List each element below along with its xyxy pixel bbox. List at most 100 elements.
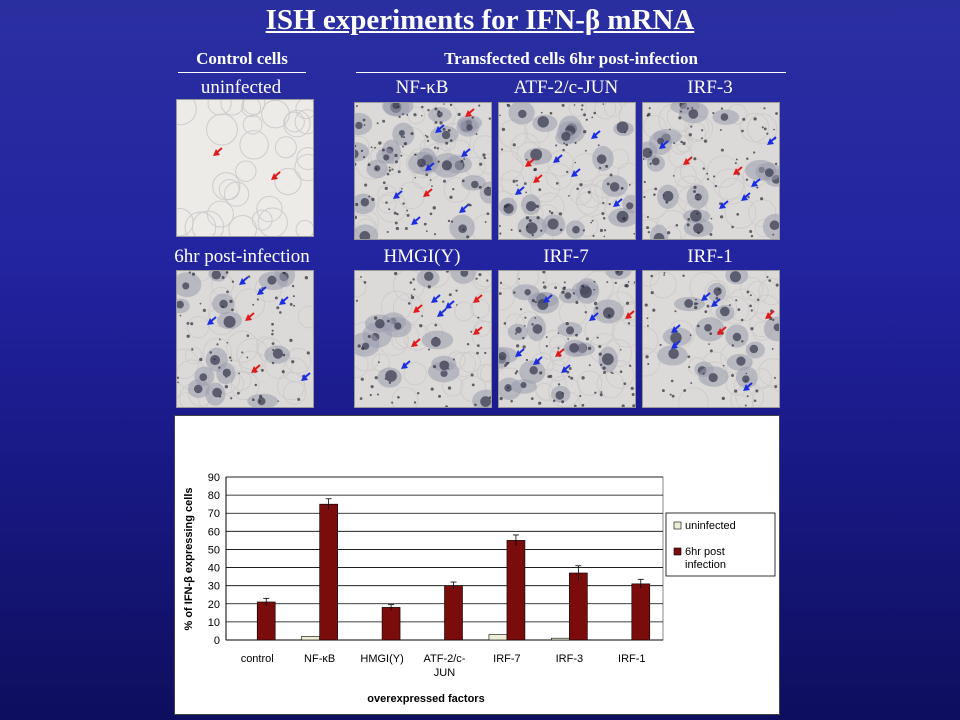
- y-tick-label: 70: [208, 508, 220, 520]
- bar-6hr-post-infection: [569, 572, 588, 641]
- x-tick-label: control: [241, 653, 274, 665]
- red-arrow-icon: [555, 348, 565, 357]
- bar-6hr-post-infection: [256, 601, 276, 641]
- micrograph-image: [643, 103, 779, 239]
- micrograph-image: [643, 271, 779, 407]
- error-bar: [575, 565, 582, 581]
- bar-6hr-post-infection: [631, 583, 651, 641]
- bar-uninfected: [301, 636, 320, 641]
- micrograph-atf2-cjun: [498, 102, 636, 240]
- y-tick-label: 50: [208, 544, 220, 556]
- legend-label: 6hr post infection: [685, 546, 726, 571]
- red-arrow-icon: [271, 171, 281, 180]
- control-cells-header: Control cells: [196, 49, 288, 68]
- red-arrow-icon: [413, 304, 423, 313]
- y-axis-title: % of IFN-β expressing cells: [183, 487, 195, 630]
- y-tick-label: 20: [208, 599, 220, 611]
- red-arrow-icon: [525, 158, 535, 167]
- control-header-rule: [178, 72, 306, 73]
- error-bar: [388, 604, 395, 611]
- blue-arrow-icon: [515, 186, 525, 195]
- error-bar: [263, 597, 270, 606]
- error-bar: [637, 578, 644, 589]
- micrograph-irf7: [498, 270, 636, 408]
- label-nfkb: NF-κB: [395, 77, 449, 98]
- micrograph-image: [177, 100, 313, 236]
- micrograph-image: [177, 271, 313, 407]
- micrograph-image: [499, 103, 635, 239]
- red-arrow-icon: [411, 338, 421, 347]
- label-irf7: IRF-7: [543, 246, 589, 267]
- bar-6hr-post-infection: [444, 585, 463, 641]
- micrograph-image: [355, 103, 491, 239]
- blue-arrow-icon: [751, 178, 761, 187]
- y-tick-label: 90: [208, 472, 220, 484]
- transfected-cells-header: Transfected cells 6hr post-infection: [444, 49, 698, 68]
- red-arrow-icon: [423, 188, 433, 197]
- y-tick-label: 80: [208, 490, 220, 502]
- label-atf: ATF-2/c-JUN: [513, 77, 619, 98]
- blue-arrow-icon: [561, 364, 571, 373]
- red-arrow-icon: [683, 156, 693, 165]
- x-tick-label: HMGI(Y): [360, 653, 403, 665]
- bar-6hr-post-infection: [381, 607, 401, 641]
- blue-arrow-icon: [431, 294, 441, 303]
- slide-title: ISH experiments for IFN-β mRNA: [265, 4, 695, 36]
- micrograph-control-6hr: [176, 270, 314, 408]
- blue-arrow-icon: [425, 162, 435, 171]
- blue-arrow-icon: [719, 200, 729, 209]
- blue-arrow-icon: [533, 356, 543, 365]
- blue-arrow-icon: [767, 136, 777, 145]
- blue-arrow-icon: [743, 382, 753, 391]
- micrograph-control-uninfected: [176, 99, 314, 237]
- blue-arrow-icon: [411, 216, 421, 225]
- red-arrow-icon: [473, 294, 483, 303]
- blue-arrow-icon: [279, 296, 289, 305]
- x-tick-label: IRF-1: [618, 653, 646, 665]
- blue-arrow-icon: [671, 324, 681, 333]
- micrograph-irf1: [642, 270, 780, 408]
- blue-arrow-icon: [711, 298, 721, 307]
- micrograph-image: [499, 271, 635, 407]
- x-tick-label: IRF-3: [556, 653, 584, 665]
- bar-uninfected: [488, 634, 508, 641]
- blue-arrow-icon: [589, 312, 599, 321]
- blue-arrow-icon: [435, 124, 445, 133]
- micrograph-irf3: [642, 102, 780, 240]
- label-irf1: IRF-1: [687, 246, 733, 267]
- blue-arrow-icon: [459, 204, 469, 213]
- blue-arrow-icon: [437, 308, 447, 317]
- x-tick-label: NF-κB: [304, 653, 335, 665]
- x-tick-label: ATF-2/c-JUN: [424, 653, 466, 679]
- label-hmgi: HMGI(Y): [383, 246, 461, 267]
- bar-chart-frame: 0 10 20 30 40 50 60 70 80 90 control NF-κB HMGI(Y) AT…: [174, 415, 780, 715]
- bar-6hr-post-infection: [506, 540, 526, 641]
- label-irf3: IRF-3: [687, 77, 733, 98]
- error-bar: [450, 581, 457, 590]
- x-tick-label: IRF-7: [493, 653, 521, 665]
- bars: [256, 503, 651, 641]
- blue-arrow-icon: [393, 190, 403, 199]
- red-arrow-icon: [245, 312, 255, 321]
- y-tick-label: 40: [208, 563, 220, 575]
- micrograph-image: [355, 271, 491, 407]
- blue-arrow-icon: [401, 360, 411, 369]
- bar-chart: 0 10 20 30 40 50 60 70 80 90 control NF-κB HMGI(Y) AT…: [183, 472, 776, 705]
- blue-arrow-icon: [461, 148, 471, 157]
- legend-swatch: [673, 547, 682, 556]
- blue-arrow-icon: [741, 192, 751, 201]
- red-arrow-icon: [533, 174, 543, 183]
- error-bars: [263, 498, 644, 611]
- blue-arrow-icon: [301, 372, 311, 381]
- red-arrow-icon: [765, 310, 775, 319]
- red-arrow-icon: [473, 326, 483, 335]
- transfected-header-rule: [356, 72, 786, 73]
- bar-uninfected: [551, 637, 570, 641]
- y-tick-label: 10: [208, 617, 220, 629]
- y-tick-label: 30: [208, 581, 220, 593]
- y-tick-label: 60: [208, 526, 220, 538]
- micrograph-nfkb: [354, 102, 492, 240]
- red-arrow-icon: [625, 310, 635, 319]
- error-bar: [512, 534, 519, 546]
- blue-arrow-icon: [613, 198, 623, 207]
